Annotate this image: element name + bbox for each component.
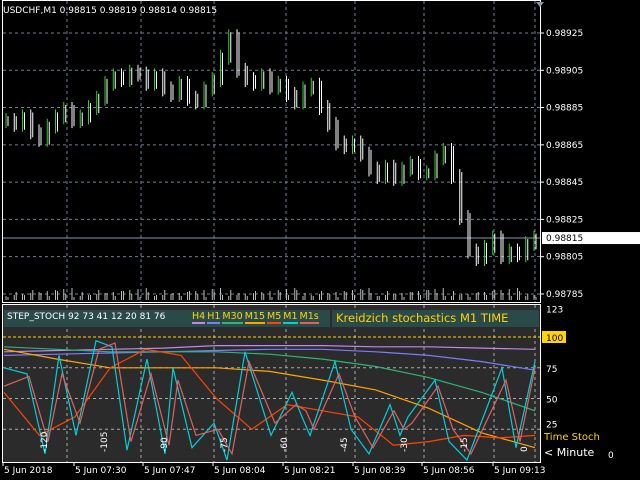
minute-label-8: 0	[520, 446, 530, 452]
minute-label-4: -60	[280, 437, 290, 452]
price-tick-label: 0.98825	[546, 215, 583, 225]
legend-item-m5: M5	[267, 311, 282, 324]
price-tick-label: 0.98845	[546, 178, 583, 188]
series-line-m1	[3, 339, 536, 462]
legend: H4 H1 M30 M15 M5 M1 M1s	[192, 311, 321, 324]
indicator-tick-label: 123	[546, 306, 563, 316]
time-tick-label: 5 Jun 08:56	[423, 466, 475, 476]
series-line-h4	[3, 345, 536, 353]
level-100-box	[542, 331, 566, 343]
current-price-label: 0.98815	[546, 234, 583, 244]
minute-label-5: -45	[340, 437, 350, 452]
time-tick-label: 5 Jun 07:47	[144, 466, 195, 476]
minute-label-2: -90	[160, 437, 170, 452]
series-line-m1s	[3, 342, 536, 456]
legend-item-m15: M15	[244, 311, 265, 324]
time-tick-label: 5 Jun 07:30	[75, 466, 127, 476]
time-stoch-label: Time Stoch	[544, 432, 600, 443]
price-tick-label: 0.98885	[546, 104, 583, 114]
indicator-banner: Kreidzich stochastics M1 TIME	[332, 310, 539, 327]
series-line-m5	[3, 348, 536, 446]
indicator-tick-label: 50	[546, 396, 558, 406]
price-tick-label: 0.98925	[546, 29, 583, 39]
series-line-m30	[3, 346, 536, 412]
price-tick-label: 0.98805	[546, 253, 583, 263]
current-price-box	[542, 232, 640, 245]
minute-label-7: -15	[460, 437, 470, 452]
legend-item-m1s: M1s	[299, 311, 319, 324]
series-line-m15	[3, 348, 536, 449]
time-tick-label: 5 Jun 2018	[4, 466, 53, 476]
price-chart-title: USDCHF,M1 0.98815 0.98819 0.98814 0.9881…	[3, 6, 218, 16]
price-tick-label: 0.98905	[546, 66, 583, 76]
series-line-h1	[3, 348, 536, 371]
minute-label-1: -105	[100, 432, 110, 452]
minute-label-3: -75	[220, 437, 230, 452]
time-tick-label: 5 Jun 08:39	[354, 466, 406, 476]
indicator-panel-border	[2, 304, 541, 463]
legend-item-m1: M1	[283, 311, 298, 324]
legend-item-h1: H1	[207, 311, 221, 324]
time-tick-label: 5 Jun 08:21	[284, 466, 335, 476]
legend-item-m30: M30	[222, 311, 243, 324]
legend-item-h4: H4	[192, 311, 206, 324]
level-100-label: 100	[546, 334, 563, 344]
price-tick-label: 0.98865	[546, 141, 583, 151]
indicator-tick-label: 75	[546, 365, 557, 375]
minute-label: < Minute	[544, 446, 595, 459]
indicator-tick-label: 0	[608, 451, 614, 461]
time-tick-label: 5 Jun 09:13	[494, 466, 545, 476]
price-tick-label: 0.98785	[546, 290, 583, 300]
minute-label-6: -30	[400, 437, 410, 452]
indicator-tick-label: 25	[546, 420, 557, 430]
indicator-header: STEP_STOCH 92 73 41 12 20 81 76 H4 H1 M30 M…	[4, 310, 330, 327]
minute-label-0: -120	[40, 431, 50, 452]
time-tick-label: 5 Jun 08:04	[214, 466, 266, 476]
shift-marker-icon	[536, 2, 544, 7]
indicator-title: STEP_STOCH 92 73 41 12 20 81 76	[7, 312, 166, 322]
price-panel-border	[2, 0, 541, 303]
